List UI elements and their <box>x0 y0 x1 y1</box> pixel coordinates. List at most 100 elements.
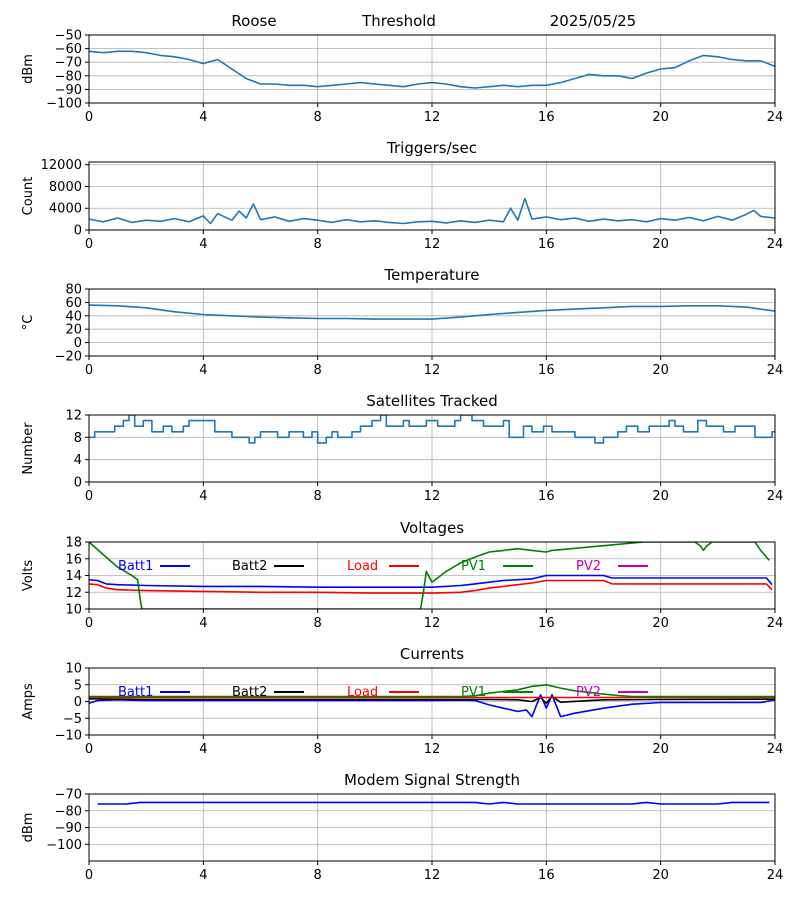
series-line-pv1 <box>89 684 775 698</box>
y-tick-label: −70 <box>55 788 82 803</box>
y-tick-label: 10 <box>65 603 82 618</box>
y-tick-label: −80 <box>55 804 82 819</box>
y-axis-label: Number <box>21 422 36 475</box>
x-tick-label: 4 <box>199 363 207 378</box>
panel-title: Voltages <box>400 519 464 537</box>
x-tick-label: 8 <box>314 616 322 631</box>
x-tick-label: 0 <box>85 742 93 757</box>
legend-label-batt2: Batt2 <box>232 559 267 574</box>
page-header: Roose Threshold 2025/05/25 <box>231 12 636 30</box>
x-tick-label: 12 <box>424 868 441 883</box>
y-tick-label: 12 <box>65 586 82 601</box>
x-tick-label: 8 <box>314 110 322 125</box>
panel-title: Triggers/sec <box>386 139 477 157</box>
panel-title: Temperature <box>383 266 479 284</box>
y-axis-label: Volts <box>21 560 36 592</box>
legend-label-pv1: PV1 <box>461 685 486 700</box>
x-tick-label: 0 <box>85 616 93 631</box>
y-tick-label: −60 <box>55 42 82 57</box>
y-tick-label: 5 <box>74 678 82 693</box>
y-tick-label: 12000 <box>41 158 82 173</box>
legend-label-pv1: PV1 <box>461 559 486 574</box>
x-tick-label: 12 <box>424 742 441 757</box>
y-tick-label: −90 <box>55 83 82 98</box>
y-tick-label: 80 <box>65 283 82 298</box>
y-tick-label: 40 <box>65 309 82 324</box>
y-tick-label: 16 <box>65 552 82 567</box>
x-tick-label: 24 <box>767 110 784 125</box>
y-tick-label: −90 <box>55 821 82 836</box>
chart-panel-modem: 0 4 8 12 16 20 24 −100 −90 −80−70 Modem Signal Str… <box>21 771 783 883</box>
x-tick-label: 16 <box>538 237 555 252</box>
x-tick-label: 8 <box>314 868 322 883</box>
y-tick-label: −10 <box>55 729 82 744</box>
x-tick-label: 24 <box>767 489 784 504</box>
x-tick-label: 4 <box>199 110 207 125</box>
chart-panel-triggers: 0 4 8 12 16 20 24 0 4000 8000 12000 Triggers/sec Cou… <box>21 139 783 252</box>
x-tick-label: 8 <box>314 237 322 252</box>
series-line-temperature <box>89 304 775 320</box>
y-tick-label: 4000 <box>49 202 82 217</box>
y-axis-label: Amps <box>21 683 36 720</box>
chart-panel-satellites: 0 4 8 12 16 20 24 0 4 8 12 Satellites Tracked Number <box>21 392 783 504</box>
series-line-modem <box>97 801 770 805</box>
x-tick-label: 16 <box>538 742 555 757</box>
legend-label-batt1: Batt1 <box>118 559 153 574</box>
x-tick-label: 4 <box>199 742 207 757</box>
x-tick-label: 8 <box>314 742 322 757</box>
legend: Batt1 Batt2 Load PV1 PV2 <box>118 685 648 700</box>
y-axis-label: dBm <box>21 54 36 84</box>
legend-label-load: Load <box>347 685 378 700</box>
y-tick-label: 0 <box>74 695 82 710</box>
x-tick-label: 20 <box>652 742 669 757</box>
y-tick-label: 0 <box>74 224 82 239</box>
x-tick-label: 20 <box>652 489 669 504</box>
series-line-pv1 <box>89 542 770 609</box>
y-tick-label: 12 <box>65 409 82 424</box>
x-tick-label: 20 <box>652 110 669 125</box>
y-tick-label: 0 <box>74 336 82 351</box>
x-tick-label: 12 <box>424 237 441 252</box>
x-tick-label: 24 <box>767 616 784 631</box>
y-tick-label: 18 <box>65 536 82 551</box>
series-line-batt1 <box>89 574 773 588</box>
x-tick-label: 24 <box>767 868 784 883</box>
x-tick-label: 12 <box>424 616 441 631</box>
x-tick-label: 20 <box>652 363 669 378</box>
x-tick-label: 16 <box>538 868 555 883</box>
y-tick-label: −100 <box>46 838 82 853</box>
y-tick-label: 8000 <box>49 180 82 195</box>
x-tick-label: 0 <box>85 489 93 504</box>
x-tick-label: 24 <box>767 237 784 252</box>
y-tick-label: −100 <box>46 97 82 112</box>
x-tick-label: 4 <box>199 868 207 883</box>
x-tick-label: 4 <box>199 489 207 504</box>
legend: Batt1 Batt2 Load PV1 PV2 <box>118 559 648 574</box>
y-axis-label: Count <box>21 177 36 216</box>
series-line-load <box>89 579 773 594</box>
legend-label-batt1: Batt1 <box>118 685 153 700</box>
x-tick-label: 24 <box>767 742 784 757</box>
report-date: 2025/05/25 <box>550 12 636 30</box>
x-tick-label: 12 <box>424 110 441 125</box>
x-tick-label: 12 <box>424 489 441 504</box>
legend-label-batt2: Batt2 <box>232 685 267 700</box>
x-tick-label: 0 <box>85 363 93 378</box>
series-line-batt1 <box>89 694 775 718</box>
y-tick-label: −20 <box>55 350 82 365</box>
x-tick-label: 20 <box>652 237 669 252</box>
y-tick-label: 10 <box>65 662 82 677</box>
y-tick-label: 4 <box>74 453 82 468</box>
x-tick-label: 4 <box>199 616 207 631</box>
x-tick-label: 4 <box>199 237 207 252</box>
y-tick-label: 8 <box>74 431 82 446</box>
y-tick-label: −70 <box>55 56 82 71</box>
x-tick-label: 16 <box>538 616 555 631</box>
x-tick-label: 16 <box>538 363 555 378</box>
series-line-batt2 <box>89 695 775 704</box>
y-axis-label: °C <box>21 315 36 331</box>
